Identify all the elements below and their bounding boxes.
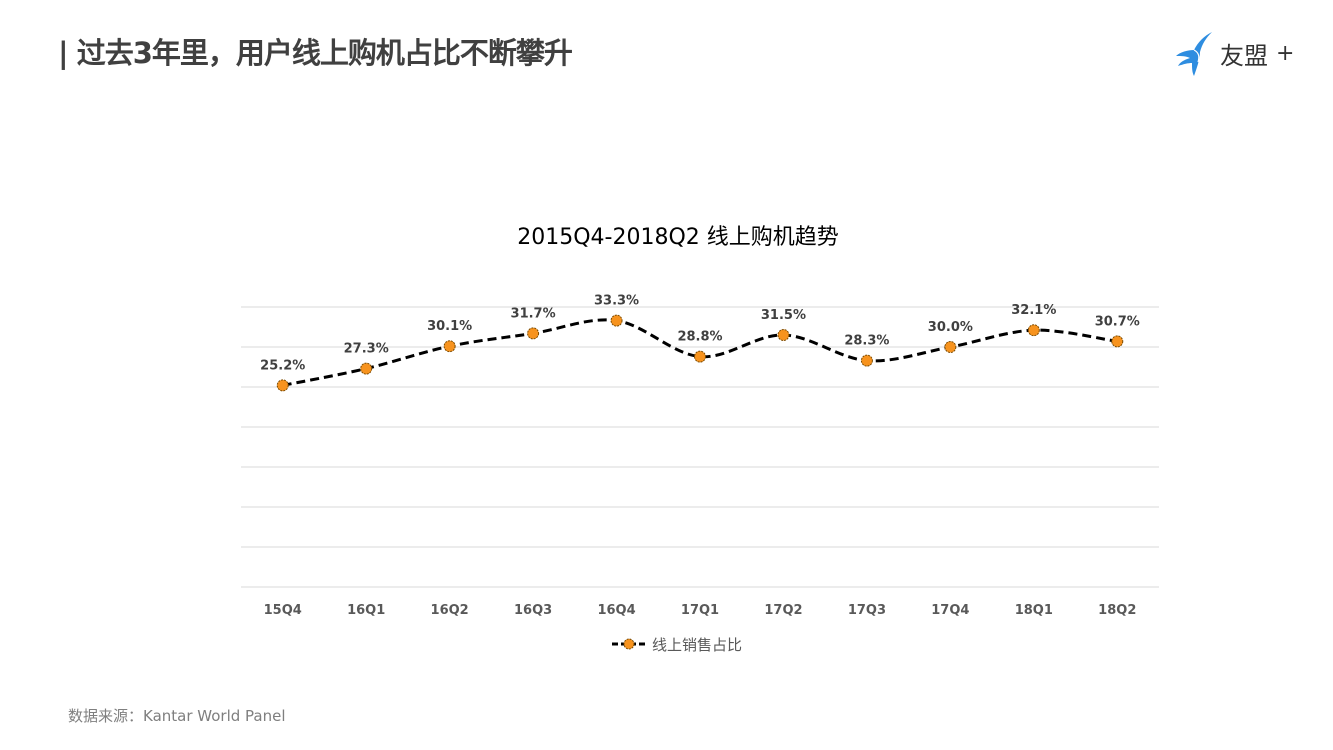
data-point: [527, 327, 540, 340]
data-source: 数据来源：Kantar World Panel: [68, 707, 286, 725]
data-point: [360, 362, 373, 375]
x-tick-label: 17Q4: [931, 603, 969, 618]
data-point: [860, 354, 873, 367]
data-label: 31.7%: [511, 306, 556, 321]
x-tick-label: 17Q1: [681, 603, 719, 618]
data-label: 31.5%: [761, 308, 806, 323]
data-label: 28.8%: [677, 330, 722, 345]
data-point: [777, 329, 790, 341]
data-label: 30.1%: [427, 319, 472, 334]
logo-text: 友盟: [1220, 41, 1268, 70]
x-tick-label: 17Q3: [848, 603, 886, 618]
data-label: 30.7%: [1095, 314, 1140, 329]
x-tick-label: 15Q4: [264, 603, 302, 618]
data-point: [1027, 324, 1040, 337]
data-label: 28.3%: [844, 334, 889, 349]
x-tick-label: 16Q4: [597, 603, 635, 618]
legend: 线上销售占比: [612, 636, 742, 654]
data-label: 30.0%: [928, 320, 973, 335]
logo-plus: +: [1276, 40, 1295, 66]
data-point: [276, 379, 289, 392]
data-point: [694, 350, 706, 363]
data-label: 32.1%: [1011, 303, 1056, 318]
x-tick-label: 16Q2: [431, 603, 469, 618]
data-label: 27.3%: [344, 342, 389, 357]
legend-marker: [623, 638, 635, 650]
x-tick-label: 18Q2: [1098, 603, 1136, 618]
series-line: [282, 318, 1118, 387]
bird-logo-icon: [1176, 32, 1212, 76]
data-point: [610, 314, 623, 327]
umeng-logo: 友盟 +: [1174, 30, 1294, 76]
x-tick-label: 16Q3: [514, 603, 552, 618]
page-title: | 过去3年里，用户线上购机占比不断攀升: [58, 36, 573, 70]
x-tick-label: 17Q2: [764, 603, 802, 618]
x-tick-label: 18Q1: [1015, 603, 1053, 618]
data-point: [1111, 335, 1124, 348]
data-point: [944, 341, 957, 353]
data-label: 33.3%: [594, 294, 639, 309]
data-point: [443, 340, 456, 353]
data-label: 25.2%: [260, 358, 305, 373]
chart-title: 2015Q4-2018Q2 线上购机趋势: [517, 225, 839, 250]
x-tick-label: 16Q1: [347, 603, 385, 618]
legend-label: 线上销售占比: [652, 636, 742, 654]
